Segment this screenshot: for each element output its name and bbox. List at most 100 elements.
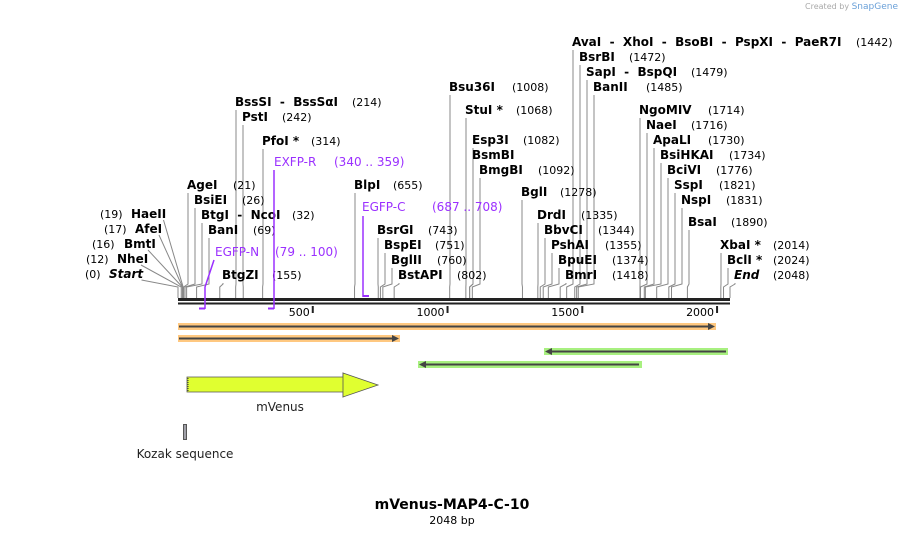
site-leader-line <box>219 283 224 298</box>
primer-egfp-n[interactable]: EGFP-N (79 .. 100) <box>199 245 338 310</box>
site-name[interactable]: PstI <box>242 110 268 124</box>
site-name[interactable]: BsmBI <box>472 148 514 162</box>
site-position: (21) <box>233 179 256 192</box>
site-position: (2048) <box>773 269 810 282</box>
site-leader-line <box>671 208 683 298</box>
site-name[interactable]: AvaI - XhoI - BsoBI - PspXI - PaeR7I <box>572 35 841 49</box>
site-name[interactable]: Bsu36I <box>449 80 495 94</box>
feature-kozak[interactable]: Kozak sequence <box>137 424 234 462</box>
site-name[interactable]: Esp3I <box>472 133 509 147</box>
site-leader-line <box>163 219 184 298</box>
ruler-tick-label: 1000 <box>417 306 445 319</box>
site-name[interactable]: BbvCI <box>544 223 583 237</box>
site-name[interactable]: BsrBI <box>579 50 615 64</box>
ruler-tick-label: 1500 <box>551 306 579 319</box>
site-leader-line <box>379 253 386 298</box>
site-name[interactable]: BmrI <box>565 268 597 282</box>
site-position: (1890) <box>731 216 768 229</box>
site-name[interactable]: DrdI <box>537 208 566 222</box>
site-name[interactable]: BlpI <box>354 178 380 192</box>
site-name[interactable]: BtgI - NcoI <box>201 208 281 222</box>
site-name[interactable]: StuI * <box>465 103 504 117</box>
ruler-tick-label: 500 <box>289 306 310 319</box>
site-name[interactable]: SspI <box>674 178 703 192</box>
site-name[interactable]: BciVI <box>667 163 701 177</box>
orf-arrow-forward-1[interactable] <box>178 323 716 330</box>
credit-brand: SnapGene <box>851 2 898 12</box>
orf-arrow-reverse-1[interactable] <box>544 348 728 355</box>
site-name[interactable]: BsaI <box>688 215 717 229</box>
site-name[interactable]: BglI <box>521 185 547 199</box>
site-leader-line <box>686 230 690 298</box>
site-leader-line <box>141 279 179 298</box>
feature-mvenus[interactable]: mVenus <box>186 372 380 414</box>
site-name[interactable]: BsiEI <box>194 193 227 207</box>
site-position: (1716) <box>691 119 728 132</box>
site-name[interactable]: PshAI <box>551 238 589 252</box>
site-leader-line <box>542 253 553 298</box>
site-labels: HaeII (19) AfeI (17)BmtI (16)NheI (12)Start (0… <box>85 35 893 282</box>
site-leader-line <box>566 50 574 298</box>
site-leader-line <box>184 208 196 298</box>
ruler-tick <box>311 306 314 313</box>
site-name[interactable]: BsiHKAI <box>660 148 714 162</box>
site-position: (1092) <box>538 164 575 177</box>
site-name[interactable]: BssSI - BssSαI <box>235 95 338 109</box>
site-leader-line <box>196 238 210 298</box>
site-name[interactable]: NgoMIV <box>639 103 692 117</box>
site-name[interactable]: BspEI <box>384 238 422 252</box>
site-leader-line <box>559 283 567 298</box>
orf-arrow-forward-2[interactable] <box>178 335 400 342</box>
site-name[interactable]: NaeI <box>646 118 677 132</box>
site-name[interactable]: BmtI <box>124 237 156 251</box>
site-name[interactable]: End <box>734 268 760 282</box>
site-name[interactable]: BglII <box>391 253 422 267</box>
site-position: (0) <box>85 268 101 281</box>
snapgene-credit: Created by SnapGene <box>805 2 898 12</box>
site-position: (2014) <box>773 239 810 252</box>
site-name[interactable]: NheI <box>117 252 148 266</box>
site-leader-line <box>186 223 203 298</box>
map-title: mVenus-MAP4-C-10 <box>375 497 530 513</box>
site-name[interactable]: SapI - BspQI <box>586 65 677 79</box>
ruler-tick <box>581 306 584 313</box>
ruler-tick-label: 2000 <box>686 306 714 319</box>
site-name[interactable]: NspI <box>681 193 711 207</box>
site-leader-line <box>729 283 736 298</box>
backbone-top-strand <box>178 298 730 301</box>
site-name[interactable]: BsrGI <box>377 223 414 237</box>
site-name[interactable]: BstAPI <box>398 268 443 282</box>
site-name[interactable]: BanI <box>208 223 238 237</box>
site-name[interactable]: BmgBI <box>479 163 523 177</box>
site-leader-line <box>656 178 669 298</box>
site-position: (1776) <box>716 164 753 177</box>
site-leader-line <box>644 163 662 298</box>
primer-exfp-r[interactable]: EXFP-R (340 .. 359) <box>268 155 404 310</box>
primer-label: EGFP-N <box>215 245 259 259</box>
primer-range: (340 .. 359) <box>334 155 404 169</box>
site-leader-line <box>393 283 400 298</box>
site-name[interactable]: AfeI <box>135 222 162 236</box>
orf-arrow-reverse-2[interactable] <box>418 361 642 368</box>
site-name[interactable]: BtgZI <box>222 268 259 282</box>
site-leader-line <box>576 80 588 298</box>
site-leader-line <box>539 238 546 298</box>
site-position: (1821) <box>719 179 756 192</box>
site-name[interactable]: BanII <box>593 80 628 94</box>
site-name[interactable]: AgeI <box>187 178 217 192</box>
site-position: (1734) <box>729 149 766 162</box>
site-name[interactable]: XbaI * <box>720 238 762 252</box>
ruler-tick <box>716 306 719 313</box>
map-length: 2048 bp <box>429 514 474 527</box>
site-position: (1730) <box>708 134 745 147</box>
site-name[interactable]: Start <box>109 267 144 281</box>
site-position: (1374) <box>612 254 649 267</box>
site-name[interactable]: HaeII <box>131 207 166 221</box>
site-name[interactable]: BclI * <box>727 253 763 267</box>
site-name[interactable]: PfoI * <box>262 134 300 148</box>
site-name[interactable]: BpuEI <box>558 253 597 267</box>
site-leader-line <box>547 268 560 298</box>
site-name[interactable]: ApaLI <box>653 133 691 147</box>
primer-egfp-c[interactable]: EGFP-C (687 .. 708) <box>362 200 502 297</box>
